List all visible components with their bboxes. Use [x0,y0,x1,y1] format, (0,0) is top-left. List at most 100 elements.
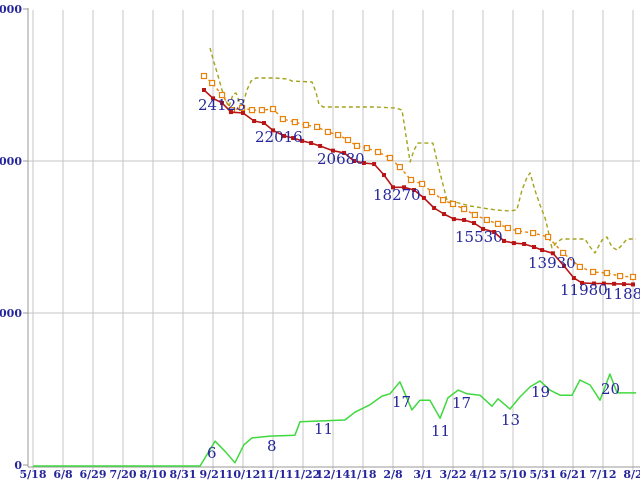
green-series-value-label: 19 [531,383,550,401]
green-series-value-label: 11 [314,420,333,438]
middle-dashed-orange-line-marker [629,273,637,281]
lower-solid-red-line-marker [282,133,287,138]
lower-solid-red-line-marker [502,238,506,243]
x-axis-label: 6/8 [53,468,73,480]
lower-solid-red-line-marker [580,280,584,285]
red-series-value-label: 13930 [528,254,576,272]
green-series-value-label: 6 [207,444,217,462]
middle-dashed-orange-line-marker [589,268,597,276]
x-axis-label: 10/12 [226,468,261,480]
lower-solid-red-line-marker [601,281,606,286]
y-axis-label: 10000 [0,307,22,320]
lower-solid-red-line-marker [211,96,215,101]
x-axis-label: 8/31 [170,468,197,480]
middle-dashed-orange-line-marker [504,224,511,232]
lower-solid-red-line-marker [252,119,257,124]
lower-solid-red-line-marker [522,241,527,246]
lower-solid-red-line-marker [631,282,635,287]
middle-dashed-orange-line-marker [374,148,382,156]
y-axis-label: 20000 [0,155,22,168]
red-series-value-label: 11980 [560,281,608,299]
lower-solid-red-line-marker [592,281,596,286]
x-axis-label: 5/10 [500,468,527,480]
middle-dashed-orange-line-marker [386,154,394,162]
green-series-value-label: 17 [452,394,471,412]
middle-dashed-orange-line-marker [559,249,567,257]
x-axis-label: 6/21 [560,468,587,480]
middle-dashed-orange-line-marker [279,115,286,123]
lower-solid-red-line-marker [571,276,576,281]
middle-dashed-orange-line-marker [335,131,342,139]
lower-solid-red-line-marker [550,251,555,256]
lower-solid-red-line-marker [391,185,395,190]
lower-solid-red-line-marker [540,248,545,253]
middle-dashed-orange-line-marker [353,142,361,150]
middle-dashed-orange-line-marker [440,196,447,204]
middle-dashed-orange-line-marker [209,79,216,87]
x-axis-label: 9/21 [200,468,227,480]
lower-solid-red-line-marker [532,245,536,250]
lower-solid-red-line-marker [432,205,437,210]
bottom-solid-green-line [33,373,636,467]
middle-dashed-orange-line-marker [483,216,490,224]
x-axis-label: 5/18 [20,468,47,480]
middle-dashed-orange-line-marker [449,200,457,208]
middle-dashed-orange-line-marker [344,136,352,144]
middle-dashed-orange-line-marker [616,272,624,280]
lower-solid-red-line-marker [622,282,626,287]
middle-dashed-orange-line-marker [363,144,370,152]
middle-dashed-orange-line-marker [218,91,226,99]
red-series-value-label: 11880 [604,285,640,303]
middle-dashed-orange-line-marker [200,72,208,80]
middle-dashed-orange-line-marker [269,105,277,113]
lower-solid-red-line-marker [481,226,485,231]
lower-solid-red-line-marker [402,185,407,190]
x-axis-label: 2/8 [383,468,403,480]
lower-solid-red-line-marker [271,128,275,133]
lower-solid-red-line-marker [241,110,245,115]
upper-dashed-olive-line [209,47,636,254]
middle-dashed-orange-line-marker [494,220,502,228]
lower-solid-red-line-marker [562,264,566,269]
middle-dashed-orange-line-marker [396,163,403,171]
green-series-value-label: 8 [267,437,277,455]
green-series-value-label: 20 [601,380,620,398]
x-axis-label: 12/14 [316,468,351,480]
middle-dashed-orange-line-marker [428,188,436,196]
middle-dashed-orange-line-marker [419,180,426,188]
middle-dashed-orange-line-marker [407,176,415,184]
middle-dashed-orange-line-marker [258,106,265,114]
x-axis-label: 3/22 [440,468,467,480]
middle-dashed-orange-line-marker [239,104,246,112]
lower-solid-red-line-marker [442,212,446,217]
x-axis-label: 7/20 [110,468,137,480]
x-axis-label: 1/18 [350,468,377,480]
middle-dashed-orange-line-marker [248,106,256,114]
lower-solid-red-line-marker [462,217,467,222]
x-axis-label: 5/31 [530,468,557,480]
lower-solid-red-line-marker [372,162,377,167]
lower-solid-red-line-marker [331,148,335,153]
middle-dashed-orange-line-marker [514,227,522,235]
middle-dashed-orange-line-marker [314,123,321,131]
red-series-value-label: 18270 [373,186,421,204]
red-series-value-label: 15530 [455,228,503,246]
middle-dashed-orange-line-marker [603,269,611,277]
lower-solid-red-line-marker [412,188,416,193]
lower-solid-red-line-marker [361,160,366,165]
x-axis-label: 8/10 [140,468,167,480]
x-axis-label: 3/1 [413,468,432,480]
x-axis-label: 7/12 [590,468,617,480]
lower-solid-red-line-marker [352,159,356,163]
middle-dashed-orange-line-marker [302,121,310,129]
middle-dashed-orange-line-marker [291,118,298,126]
green-series-value-label: 13 [501,411,520,429]
x-axis-label: 11/22 [286,468,321,480]
middle-dashed-orange-line-marker [576,263,584,271]
middle-dashed-orange-line-marker [544,233,552,241]
middle-dashed-orange-line-marker [471,211,478,219]
middle-dashed-orange-line-marker [529,229,537,237]
red-series-value-label: 24123 [198,96,246,114]
